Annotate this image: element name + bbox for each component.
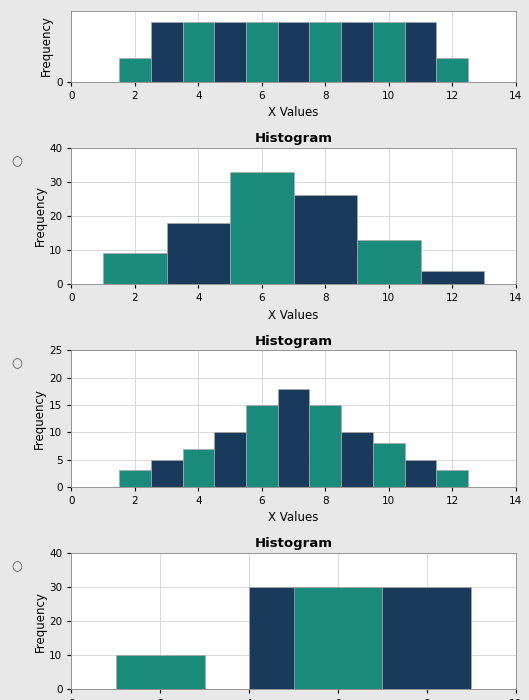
- Text: ○: ○: [12, 560, 23, 573]
- Bar: [116, 655, 205, 690]
- Bar: [294, 195, 357, 284]
- Y-axis label: Frequency: Frequency: [33, 591, 47, 652]
- Bar: [382, 587, 471, 690]
- Bar: [167, 223, 230, 284]
- Title: Histogram: Histogram: [254, 132, 333, 145]
- Bar: [436, 470, 468, 486]
- Bar: [183, 449, 214, 486]
- Y-axis label: Frequency: Frequency: [33, 388, 47, 449]
- Bar: [249, 587, 338, 690]
- Bar: [278, 22, 309, 81]
- Bar: [214, 22, 246, 81]
- Title: Histogram: Histogram: [254, 538, 333, 550]
- Bar: [309, 405, 341, 486]
- Bar: [278, 389, 309, 486]
- Title: Histogram: Histogram: [254, 335, 333, 348]
- Y-axis label: Frequency: Frequency: [40, 15, 53, 76]
- Bar: [151, 459, 183, 486]
- Text: ○: ○: [12, 358, 23, 370]
- Bar: [119, 58, 151, 81]
- Bar: [421, 270, 484, 284]
- X-axis label: X Values: X Values: [268, 512, 319, 524]
- Bar: [405, 459, 436, 486]
- Bar: [405, 22, 436, 81]
- Bar: [373, 443, 405, 486]
- Bar: [230, 172, 294, 284]
- Bar: [183, 22, 214, 81]
- X-axis label: X Values: X Values: [268, 309, 319, 322]
- Bar: [341, 432, 373, 486]
- Bar: [341, 22, 373, 81]
- Bar: [436, 58, 468, 81]
- Bar: [246, 405, 278, 486]
- Bar: [214, 432, 246, 486]
- Bar: [309, 22, 341, 81]
- Bar: [151, 22, 183, 81]
- Bar: [246, 22, 278, 81]
- Bar: [294, 587, 382, 690]
- Bar: [119, 470, 151, 486]
- Bar: [357, 240, 421, 284]
- Bar: [373, 22, 405, 81]
- Y-axis label: Frequency: Frequency: [33, 186, 47, 246]
- X-axis label: X Values: X Values: [268, 106, 319, 119]
- Text: ○: ○: [12, 155, 23, 168]
- Bar: [103, 253, 167, 284]
